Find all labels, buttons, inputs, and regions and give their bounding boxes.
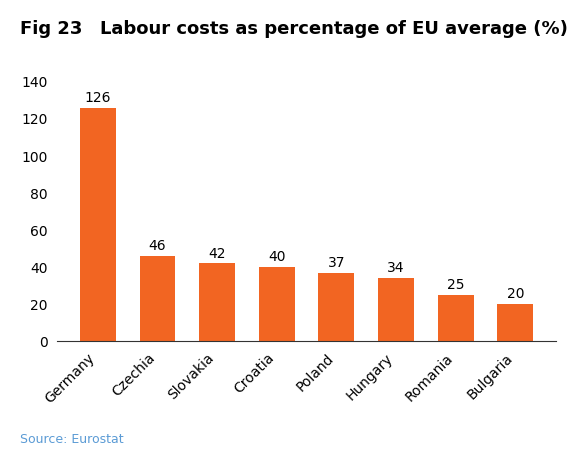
Bar [319, 273, 354, 341]
Text: 20: 20 [507, 288, 524, 301]
Bar [438, 295, 473, 341]
Text: 37: 37 [328, 256, 345, 270]
Text: 34: 34 [387, 262, 405, 275]
Text: 46: 46 [148, 239, 166, 253]
Bar [199, 263, 235, 341]
Text: 42: 42 [209, 247, 226, 261]
Bar [378, 278, 414, 341]
Text: Source: Eurostat: Source: Eurostat [20, 433, 124, 446]
Bar [140, 256, 175, 341]
Bar [80, 108, 116, 341]
Text: 40: 40 [268, 250, 285, 264]
Text: Labour costs as percentage of EU average (%): Labour costs as percentage of EU average… [100, 20, 568, 39]
Bar [259, 267, 295, 341]
Text: Fig 23: Fig 23 [20, 20, 83, 39]
Text: 126: 126 [85, 91, 111, 105]
Bar [497, 304, 533, 341]
Text: 25: 25 [447, 278, 464, 292]
